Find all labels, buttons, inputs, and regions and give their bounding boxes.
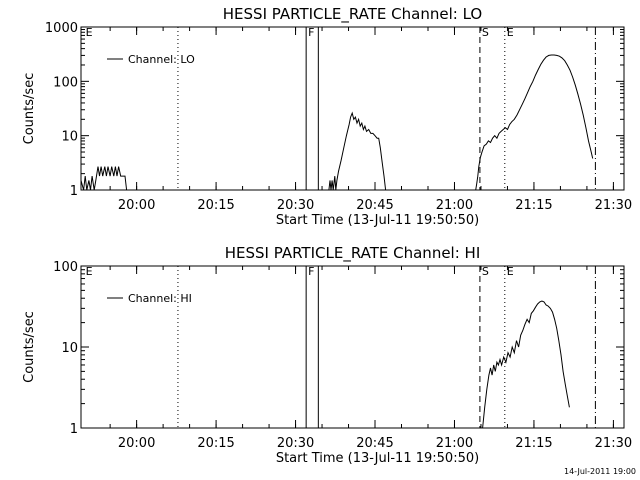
bottom-ytick-label: 10 — [61, 341, 78, 356]
top-y-axis-label: Counts/sec — [22, 73, 37, 145]
top-plot-frame — [80, 26, 625, 191]
top-event-marker-label: E — [86, 26, 93, 39]
bottom-event-marker-label: S — [482, 265, 489, 278]
bottom-xtick-label: 20:00 — [118, 436, 155, 451]
bottom-xtick-label: 21:30 — [595, 436, 632, 451]
top-xtick-label: 21:00 — [436, 198, 473, 213]
bottom-series-line — [482, 300, 570, 429]
top-ytick-label: 10 — [61, 130, 78, 145]
top-x-axis-label: Start Time (13-Jul-11 19:50:50) — [276, 213, 479, 228]
top-series-line — [475, 54, 594, 191]
bottom-legend-label: Channel: HI — [128, 292, 192, 305]
top-event-marker-label: E — [507, 26, 514, 39]
top-legend-label: Channel: LO — [128, 53, 195, 66]
bottom-event-marker-label: F — [308, 265, 314, 278]
bottom-ytick-label: 100 — [53, 260, 78, 275]
bottom-xtick-label: 21:15 — [515, 436, 552, 451]
top-xtick-label: 20:45 — [356, 198, 393, 213]
top-chart-title: HESSI PARTICLE_RATE Channel: LO — [223, 5, 482, 24]
bottom-xtick-label: 20:15 — [197, 436, 234, 451]
top-event-marker-label: F — [308, 26, 314, 39]
bottom-ytick-label: 1 — [70, 422, 78, 437]
bottom-x-axis-label: Start Time (13-Jul-11 19:50:50) — [276, 451, 479, 466]
footer-timestamp: 14-Jul-2011 19:00 — [564, 467, 636, 476]
bottom-event-marker-label: E — [507, 265, 514, 278]
top-series-line — [80, 166, 128, 191]
top-xtick-label: 20:15 — [197, 198, 234, 213]
bottom-xtick-label: 20:30 — [277, 436, 314, 451]
top-series-line — [328, 111, 387, 191]
top-xtick-label: 21:15 — [515, 198, 552, 213]
top-event-marker-label: S — [482, 26, 489, 39]
bottom-xtick-label: 21:00 — [436, 436, 473, 451]
top-xtick-label: 20:30 — [277, 198, 314, 213]
top-xtick-label: 21:30 — [595, 198, 632, 213]
top-xtick-label: 20:00 — [118, 198, 155, 213]
bottom-y-axis-label: Counts/sec — [22, 311, 37, 383]
top-ytick-label: 1 — [70, 184, 78, 199]
top-ytick-label: 100 — [53, 75, 78, 90]
top-ytick-label: 1000 — [45, 21, 78, 36]
bottom-event-marker-label: E — [86, 265, 93, 278]
bottom-chart-title: HESSI PARTICLE_RATE Channel: HI — [225, 244, 481, 263]
bottom-plot-frame — [80, 265, 625, 429]
bottom-xtick-label: 20:45 — [356, 436, 393, 451]
